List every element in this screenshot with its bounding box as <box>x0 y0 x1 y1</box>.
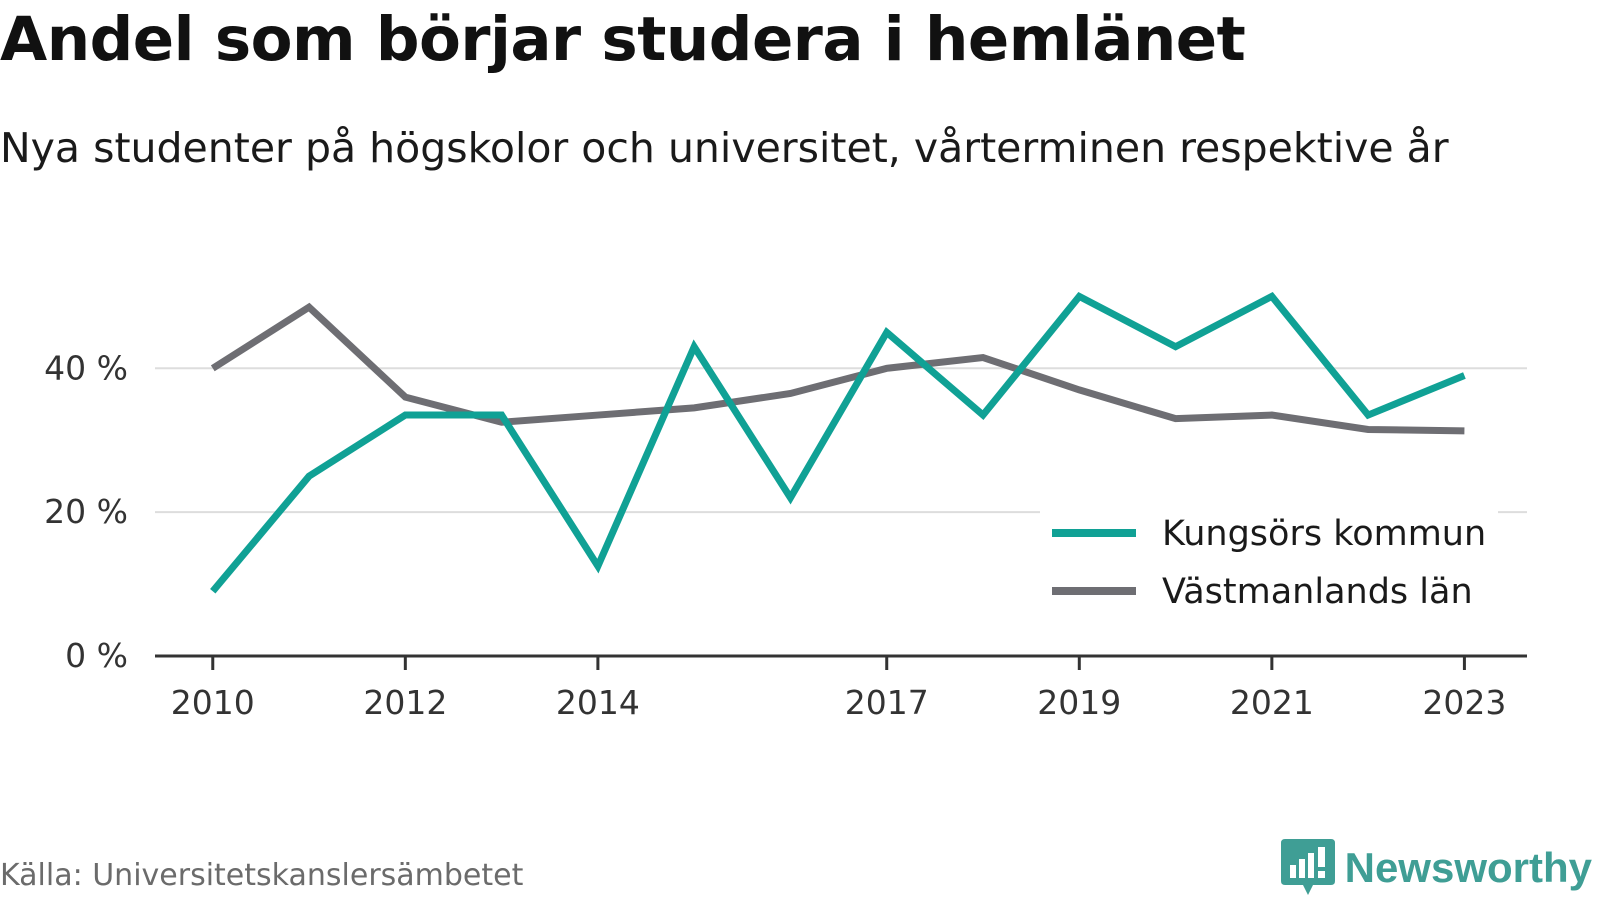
legend: Kungsörs kommun Västmanlands län <box>1040 498 1498 620</box>
x-tick-label: 2019 <box>1037 683 1121 722</box>
legend-background <box>1040 498 1498 620</box>
x-tick-label: 2021 <box>1230 683 1314 722</box>
chart-subtitle: Nya studenter på högskolor och universit… <box>0 124 1449 172</box>
y-tick-label: 0 % <box>65 636 128 675</box>
x-axis-ticks: 2010 2012 2014 2017 2019 2021 2023 <box>171 656 1506 722</box>
brand-logo: Newsworthy <box>1280 838 1592 898</box>
brand-name: Newsworthy <box>1344 844 1592 891</box>
x-tick-label: 2010 <box>171 683 255 722</box>
x-tick-label: 2014 <box>556 683 640 722</box>
chart-title: Andel som börjar studera i hemlänet <box>0 4 1246 75</box>
source-note: Källa: Universitetskanslersämbetet <box>0 858 524 893</box>
series-line-vastmanland <box>210 302 1465 435</box>
y-tick-label: 20 % <box>44 492 128 531</box>
y-tick-label: 40 % <box>44 348 128 387</box>
x-tick-label: 2023 <box>1422 683 1506 722</box>
y-axis-ticks: 0 % 20 % 40 % <box>44 348 128 675</box>
legend-label-vastmanland: Västmanlands län <box>1162 572 1473 612</box>
series-line-kungsor <box>210 291 1466 594</box>
newsworthy-logo-icon <box>1280 839 1335 895</box>
legend-label-kungsor: Kungsörs kommun <box>1162 514 1486 554</box>
x-tick-label: 2012 <box>363 683 447 722</box>
series-lines <box>210 291 1466 594</box>
x-tick-label: 2017 <box>845 683 929 722</box>
